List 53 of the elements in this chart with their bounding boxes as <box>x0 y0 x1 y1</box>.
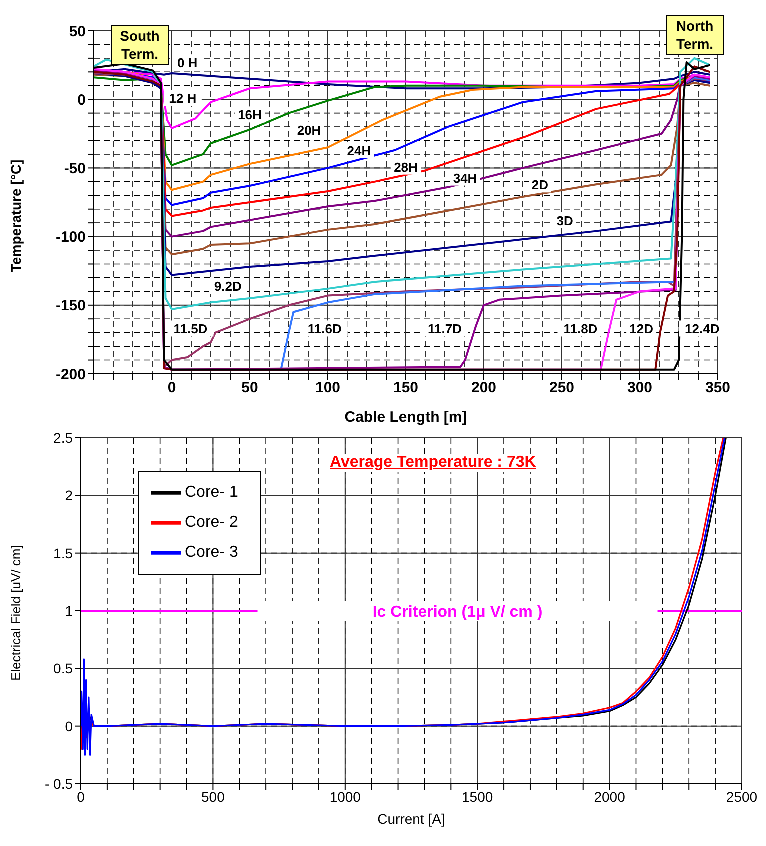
series-label: 12D <box>630 322 654 337</box>
y-tick-label: -150 <box>56 298 86 315</box>
y-tick-label: 0 <box>65 718 74 734</box>
series-label: 12.4D <box>685 322 720 337</box>
x-axis-title: Current [A] <box>378 811 446 827</box>
y-tick-label: - 0.5 <box>44 776 74 792</box>
y-axis-title: Electrical Field [uV/ cm] <box>8 545 24 681</box>
x-tick-label: 2500 <box>726 788 758 805</box>
x-tick-label: 50 <box>242 380 258 397</box>
series-label: 11.5D <box>174 322 208 337</box>
legend-label: Core- 2 <box>185 514 238 532</box>
y-tick-label: 0 <box>78 92 86 109</box>
y-tick-label: -50 <box>64 160 86 178</box>
series-label: 12 H <box>169 91 197 106</box>
x-axis-title: Cable Length [m] <box>344 409 468 426</box>
y-tick-label: 2.5 <box>54 430 74 446</box>
series-label: 24H <box>347 143 372 158</box>
series-label: 34H <box>453 170 478 186</box>
series-label: 11.7D <box>428 322 462 337</box>
series-label: 16H <box>238 108 262 123</box>
x-tick-label: 1500 <box>462 788 494 805</box>
legend-label: Core- 1 <box>185 484 238 502</box>
series-label: 9.2D <box>214 279 242 294</box>
y-tick-label: 1.5 <box>54 545 74 562</box>
ref-line-label: Ic Criterion (1μ V/ cm ) <box>372 604 543 621</box>
x-tick-label: 2000 <box>594 788 626 805</box>
y-tick-label: -200 <box>56 366 86 384</box>
y-tick-label: 2 <box>65 488 74 504</box>
series-label: 20H <box>297 122 322 138</box>
x-tick-label: 350 <box>705 380 731 397</box>
series-label: 3D <box>556 213 574 228</box>
series-label: 28H <box>394 160 418 175</box>
x-tick-label: 150 <box>393 380 419 397</box>
y-tick-label: 0.5 <box>54 660 74 677</box>
y-tick-label: 50 <box>69 23 86 40</box>
x-tick-label: 200 <box>471 380 497 397</box>
x-tick-label: 500 <box>202 788 226 805</box>
legend-label: Core- 3 <box>185 544 238 562</box>
y-tick-label: -100 <box>56 229 86 246</box>
annotation: South Term. <box>111 25 169 65</box>
series-label: 11.6D <box>308 322 342 337</box>
series-label: 2D <box>532 178 548 193</box>
x-tick-label: 1000 <box>330 788 362 805</box>
annotation: North Term. <box>666 15 724 55</box>
x-tick-label: 100 <box>315 380 341 397</box>
series-label: 11.8D <box>564 322 598 337</box>
series-label: 0 H <box>177 56 198 71</box>
y-axis-title: Temperature [°C] <box>8 160 24 272</box>
annotation: Average Temperature : 73K <box>330 454 536 472</box>
x-tick-label: 300 <box>627 380 653 397</box>
x-tick-label: 250 <box>549 380 575 397</box>
x-tick-label: 0 <box>168 380 176 397</box>
y-tick-label: 1 <box>65 602 74 619</box>
